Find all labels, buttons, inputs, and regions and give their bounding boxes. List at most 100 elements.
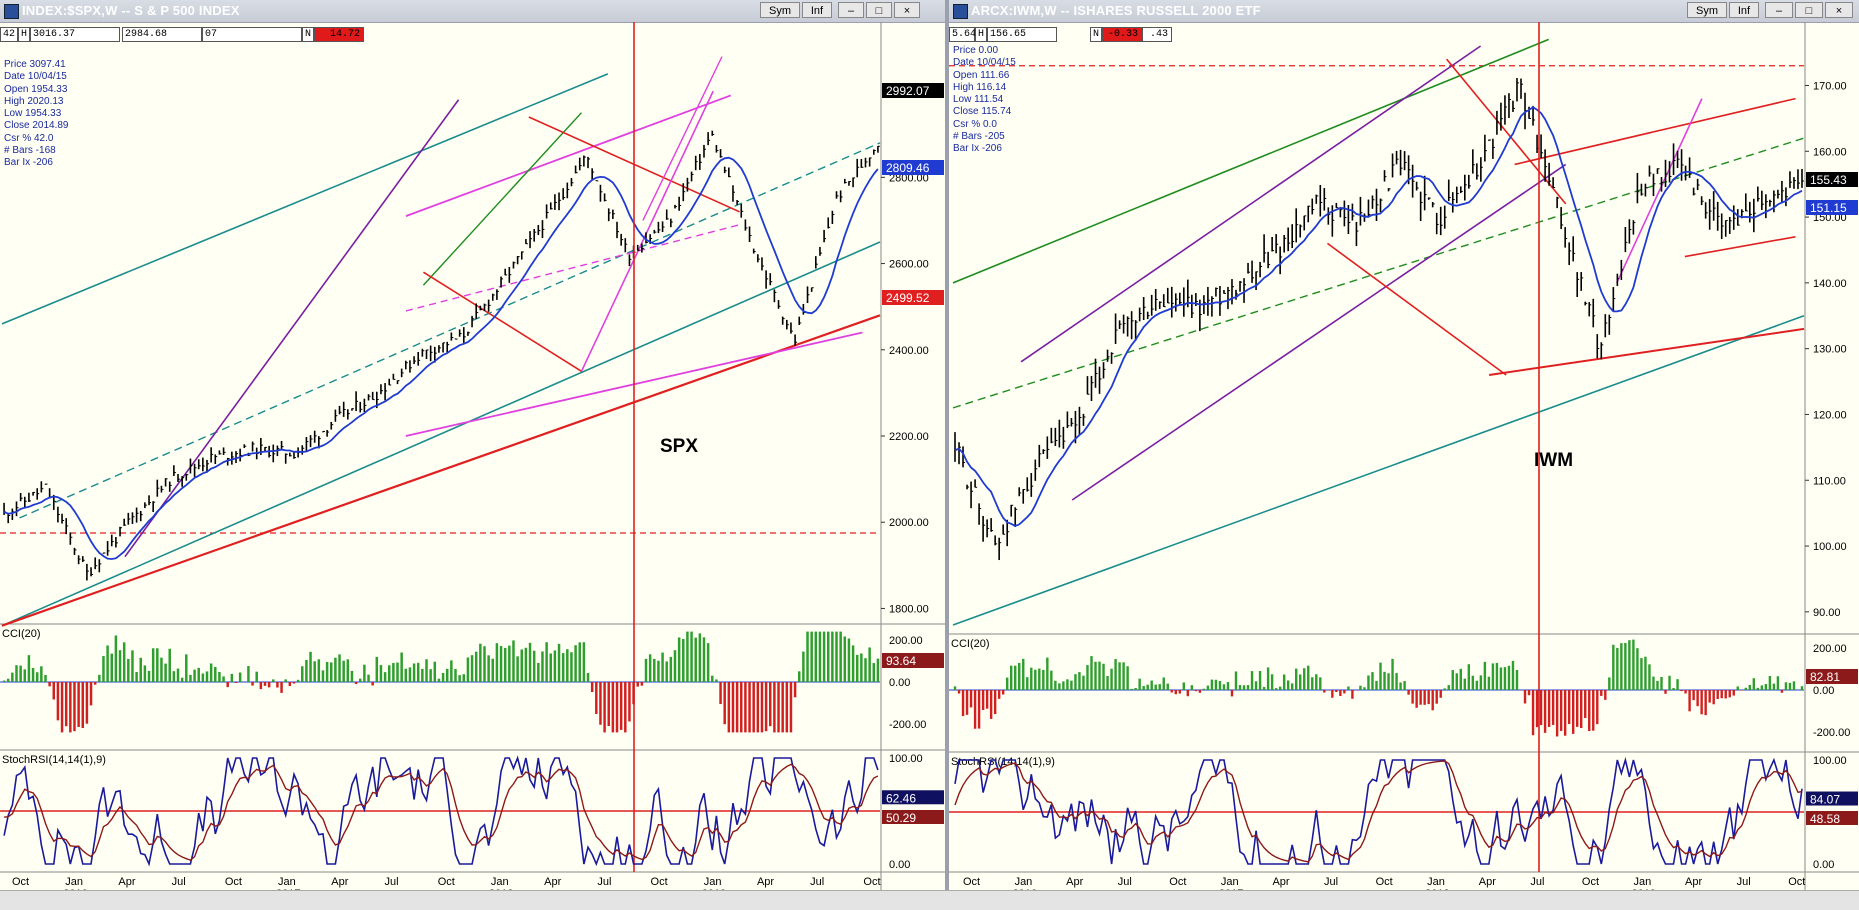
bar-field: H xyxy=(975,27,987,42)
close-icon[interactable]: × xyxy=(894,2,920,18)
price-badge-label: 151.15 xyxy=(1810,201,1847,215)
info-line: Csr % 42.0 xyxy=(4,132,54,144)
trend-line xyxy=(19,142,881,519)
trend-line xyxy=(1326,242,1507,376)
moving-average-line xyxy=(3,156,879,560)
iwm-info-panel: Price 0.00 Date 10/04/15 Open 111.66 Hig… xyxy=(953,45,1016,156)
x-year-label: 2017 xyxy=(276,888,300,890)
trend-line xyxy=(642,56,723,221)
app-icon xyxy=(4,4,19,19)
x-month-label: Apr xyxy=(118,876,135,888)
trend-line xyxy=(1020,45,1482,363)
price-badge xyxy=(1806,172,1858,187)
info-line: Low 111.54 xyxy=(953,94,1004,106)
x-year-label: 2018 xyxy=(1425,888,1449,890)
price-tick-label: 1800.00 xyxy=(889,603,929,615)
stochrsi-badge-label: 84.07 xyxy=(1810,793,1840,807)
cci-badge-label: 93.64 xyxy=(886,654,916,668)
info-line: Open 111.66 xyxy=(953,69,1010,81)
stochrsi-signal-line xyxy=(954,760,1803,863)
info-line: Close 2014.89 xyxy=(4,120,69,132)
x-year-label: 2017 xyxy=(1219,888,1243,890)
cci-tick-label: 0.00 xyxy=(1813,685,1834,697)
x-month-label: Oct xyxy=(963,876,980,888)
price-badge xyxy=(882,160,944,175)
price-badge-label: 2992.07 xyxy=(886,84,930,98)
spx-chart-canvas[interactable]: 2800.00 2600.00 2400.00 2200.00 2000.00 1800.… xyxy=(0,0,945,890)
spx-titlebar[interactable]: INDEX:$SPX,W -- S & P 500 INDEX Sym Inf … xyxy=(0,0,945,23)
trend-line xyxy=(1,73,609,325)
sym-button[interactable]: Sym xyxy=(760,2,800,18)
iwm-chart-window[interactable]: ARCX:IWM,W -- ISHARES RUSSELL 2000 ETF S… xyxy=(949,0,1859,890)
x-month-label: Oct xyxy=(1788,876,1805,888)
price-tick-label: 170.00 xyxy=(1813,80,1847,92)
x-month-label: Oct xyxy=(225,876,242,888)
x-month-label: Oct xyxy=(1169,876,1186,888)
cci-badge-label: 82.81 xyxy=(1810,670,1840,684)
bar-field: N xyxy=(1090,27,1102,42)
x-month-label: Jul xyxy=(384,876,398,888)
info-line: Price 3097.41 xyxy=(4,59,66,70)
x-month-label: Oct xyxy=(12,876,29,888)
minimize-icon[interactable]: – xyxy=(1765,2,1793,18)
trend-line xyxy=(952,38,1550,284)
close-icon[interactable]: × xyxy=(1825,2,1853,18)
cci-tick-label: 200.00 xyxy=(1813,643,1847,655)
cci-tick-label: -200.00 xyxy=(889,719,926,731)
iwm-chart-canvas[interactable]: 170.00 160.00 150.00 140.00 130.00 120.00 110.… xyxy=(949,0,1859,890)
chart-symbol-label: SPX xyxy=(660,436,698,457)
spx-chart-window[interactable]: INDEX:$SPX,W -- S & P 500 INDEX Sym Inf … xyxy=(0,0,945,890)
x-month-label: Jan xyxy=(278,876,296,888)
x-month-label: Jul xyxy=(1118,876,1132,888)
pane-separator[interactable] xyxy=(945,0,949,890)
x-year-label: 2018 xyxy=(489,888,513,890)
price-tick-label: 150.00 xyxy=(1813,212,1847,224)
price-tick-label: 130.00 xyxy=(1813,344,1847,356)
x-year-label: 2019 xyxy=(1631,888,1655,890)
x-month-label: Jul xyxy=(597,876,611,888)
trend-line xyxy=(1514,97,1796,166)
price-tick-label: 140.00 xyxy=(1813,278,1847,290)
bar-field: 2984.68 xyxy=(122,27,202,42)
stochrsi-tick-label: 0.00 xyxy=(1813,859,1834,871)
info-line: Price 0.00 xyxy=(953,45,999,56)
price-tick-label: 2200.00 xyxy=(889,431,929,443)
info-line: # Bars -168 xyxy=(4,145,56,157)
status-strip xyxy=(0,890,1859,910)
inf-button[interactable]: Inf xyxy=(1729,2,1759,18)
trend-line xyxy=(1,241,881,627)
x-month-label: Oct xyxy=(863,876,880,888)
x-month-label: Apr xyxy=(544,876,561,888)
minimize-icon[interactable]: – xyxy=(838,2,864,18)
iwm-databar: 5.64 H 156.65 N -0.33 .43 xyxy=(949,27,1859,43)
inf-button[interactable]: Inf xyxy=(802,2,832,18)
restore-icon[interactable]: □ xyxy=(866,2,892,18)
sym-button[interactable]: Sym xyxy=(1687,2,1727,18)
bar-field: 5.64 xyxy=(949,27,976,42)
cci-tick-label: -200.00 xyxy=(1813,727,1850,739)
x-month-label: Apr xyxy=(1272,876,1289,888)
cci-badge xyxy=(1806,669,1858,684)
x-month-label: Apr xyxy=(1066,876,1083,888)
info-line: High 2020.13 xyxy=(4,95,64,107)
window-title: INDEX:$SPX,W -- S & P 500 INDEX xyxy=(22,3,240,18)
x-month-label: Jan xyxy=(1427,876,1445,888)
x-month-label: Jan xyxy=(65,876,83,888)
price-tick-label: 100.00 xyxy=(1813,541,1847,553)
stochrsi-badge-label: 48.58 xyxy=(1810,812,1840,826)
cci-badge xyxy=(882,653,944,668)
trend-line xyxy=(580,90,714,372)
app-icon xyxy=(953,4,968,19)
iwm-titlebar[interactable]: ARCX:IWM,W -- ISHARES RUSSELL 2000 ETF S… xyxy=(949,0,1859,23)
restore-icon[interactable]: □ xyxy=(1795,2,1823,18)
trend-line xyxy=(1488,327,1805,376)
trend-line xyxy=(422,112,582,286)
stochrsi-badge-label: 62.46 xyxy=(886,791,916,805)
trend-line xyxy=(952,315,1805,626)
price-badge-label: 2809.46 xyxy=(886,161,930,175)
trend-line xyxy=(423,271,582,373)
x-month-label: Jul xyxy=(1737,876,1751,888)
x-year-label: 2016 xyxy=(63,888,87,890)
x-month-label: Jan xyxy=(1633,876,1651,888)
info-line: Date 10/04/15 xyxy=(4,71,67,83)
